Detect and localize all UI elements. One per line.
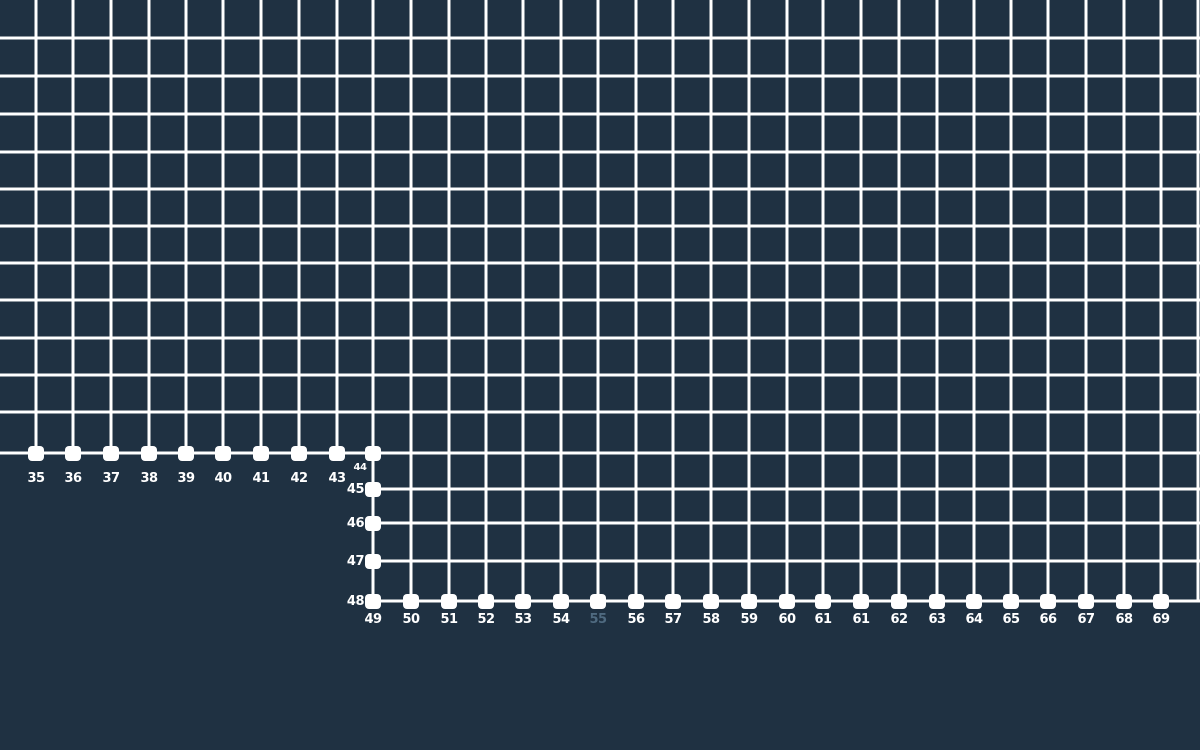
node-number-label: 65 [1002,612,1020,627]
board-space-47[interactable] [365,554,381,569]
board-space-42[interactable] [291,446,307,461]
board-space-44[interactable] [365,446,381,461]
board-space-45[interactable] [365,482,381,497]
board-space-64[interactable] [966,594,982,609]
node-number-label: 61 [852,612,870,627]
board-space-52[interactable] [478,594,494,609]
node-number-label: 69 [1152,612,1170,627]
node-number-label: 40 [214,471,232,486]
board-space-51[interactable] [441,594,457,609]
node-number-label: 67 [1077,612,1095,627]
board-space-37[interactable] [103,446,119,461]
node-number-label: 66 [1039,612,1057,627]
node-number-label: 35 [27,471,45,486]
board-space-50[interactable] [403,594,419,609]
node-number-label: 46 [346,516,365,531]
board-space-69[interactable] [1153,594,1169,609]
node-number-label: 37 [102,471,120,486]
node-number-label: 58 [702,612,720,627]
board-space-57[interactable] [665,594,681,609]
board-space-55[interactable] [590,594,606,609]
node-number-label: 57 [664,612,682,627]
board-space-40[interactable] [215,446,231,461]
node-number-label: 52 [477,612,495,627]
node-number-label: 62 [890,612,908,627]
node-number-label: 59 [740,612,758,627]
board-space-46[interactable] [365,516,381,531]
node-number-label: 45 [346,482,365,497]
board-space-56[interactable] [628,594,644,609]
node-number-label: 49 [364,612,382,627]
board-space-65[interactable] [1003,594,1019,609]
node-number-label: 64 [965,612,983,627]
node-number-label: 48 [346,594,365,609]
board-space-36[interactable] [65,446,81,461]
node-number-label: 60 [778,612,796,627]
board-space-67[interactable] [1078,594,1094,609]
board-space-61[interactable] [815,594,831,609]
node-number-label: 63 [928,612,946,627]
board-space-60[interactable] [779,594,795,609]
node-number-label: 47 [346,554,365,569]
node-number-label: 56 [627,612,645,627]
node-number-label: 39 [177,471,195,486]
board-space-54[interactable] [553,594,569,609]
node-number-label: 68 [1115,612,1133,627]
board-space-41[interactable] [253,446,269,461]
board-space-58[interactable] [703,594,719,609]
board-space-39[interactable] [178,446,194,461]
board-space-63[interactable] [929,594,945,609]
node-number-label: 53 [514,612,532,627]
board-space-49[interactable] [365,594,381,609]
node-number-label: 42 [290,471,308,486]
board-space-35[interactable] [28,446,44,461]
node-number-label: 36 [64,471,82,486]
board-space-38[interactable] [141,446,157,461]
board-space-62[interactable] [891,594,907,609]
node-number-label: 54 [552,612,570,627]
board-space-53[interactable] [515,594,531,609]
board-space-66[interactable] [1040,594,1056,609]
board-space-59[interactable] [741,594,757,609]
board-space-43[interactable] [329,446,345,461]
board-space-61[interactable] [853,594,869,609]
node-number-label: 44 [353,462,367,473]
node-number-label: 38 [140,471,158,486]
node-number-label: 61 [814,612,832,627]
node-number-label: 41 [252,471,270,486]
node-number-label: 43 [328,471,346,486]
board-space-68[interactable] [1116,594,1132,609]
node-number-label: 55 [589,612,607,627]
node-number-label: 50 [402,612,420,627]
node-number-label: 51 [440,612,458,627]
